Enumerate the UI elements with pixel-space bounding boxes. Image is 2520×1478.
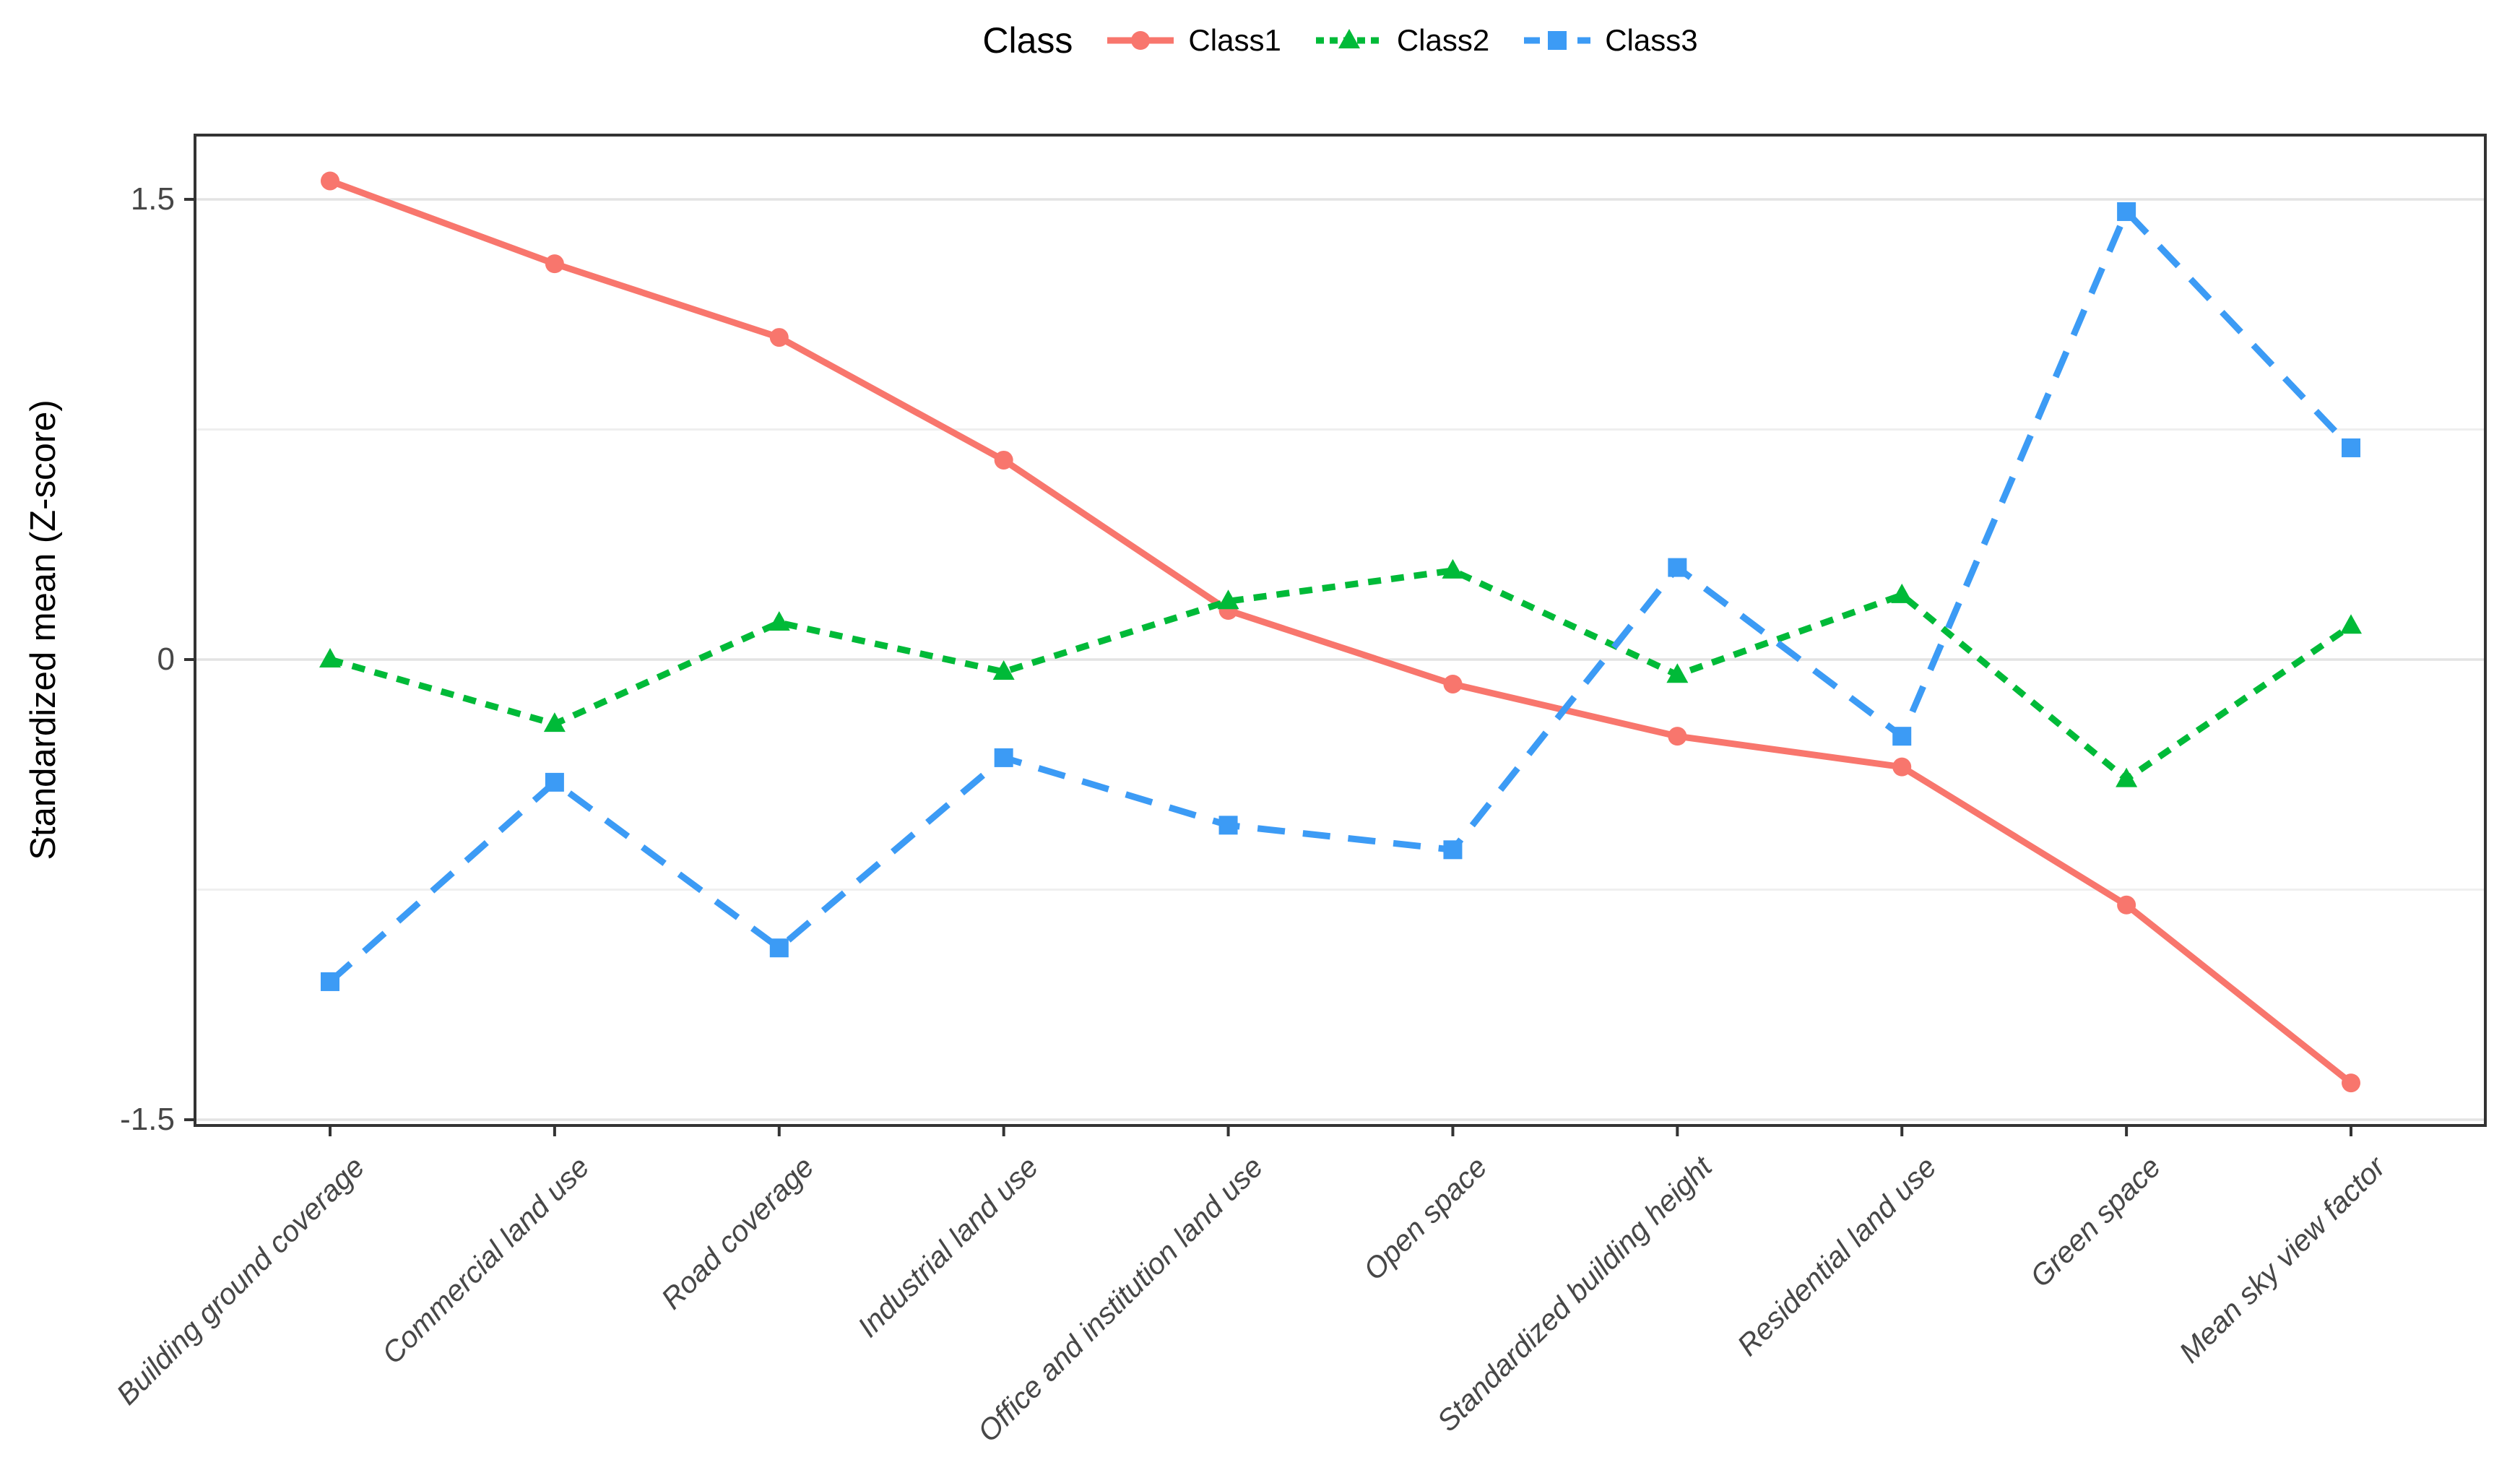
square-marker: [545, 772, 564, 792]
series-points-class3: [321, 202, 2361, 991]
series-line-class3: [328, 205, 2354, 985]
triangle-marker: [1338, 29, 1360, 48]
axis-ticks: [184, 197, 2353, 1136]
circle-marker: [2117, 895, 2136, 915]
series-line-class2: [329, 567, 2353, 784]
triangle-marker: [1217, 589, 1239, 610]
square-marker: [994, 748, 1013, 767]
y-tick-label: 1.5: [130, 181, 175, 217]
square-marker: [1218, 816, 1238, 835]
triangle-marker: [1666, 663, 1689, 683]
square-marker: [321, 972, 339, 991]
triangle-marker: [768, 611, 790, 631]
y-tick-label: -1.5: [120, 1102, 175, 1138]
square-marker: [2117, 202, 2136, 221]
square-marker: [1892, 727, 1912, 746]
circle-marker: [321, 171, 339, 191]
circle-marker: [994, 450, 1013, 470]
legend-label: Class3: [1605, 23, 1698, 57]
circle-marker: [769, 328, 789, 347]
legend: Class Class1 Class2 Class3: [195, 12, 2485, 69]
circle-marker: [545, 254, 564, 274]
square-marker: [1668, 558, 1687, 577]
series-points-class1: [321, 171, 2361, 1093]
triangle-marker: [992, 660, 1015, 680]
triangle-marker: [319, 648, 341, 667]
triangle-marker: [1442, 558, 1464, 579]
circle-marker: [1892, 757, 1912, 777]
square-marker: [769, 938, 789, 958]
square-marker: [1443, 840, 1463, 860]
plot-panel-border: [194, 134, 2487, 1127]
circle-marker: [1668, 727, 1687, 746]
triangle-marker: [543, 712, 566, 732]
series-line-class1: [329, 178, 2353, 1086]
circle-marker: [1443, 674, 1463, 693]
legend-item-class3: Class3: [1521, 23, 1698, 58]
square-legend-key-icon: [1524, 31, 1591, 50]
triangle-marker: [2340, 614, 2363, 634]
square-marker: [2342, 438, 2361, 457]
legend-item-class2: Class2: [1313, 23, 1489, 58]
series-points-class2: [319, 558, 2363, 787]
triangle-marker: [1891, 583, 1913, 603]
y-tick-label: 0: [157, 641, 175, 677]
triangle-marker: [2116, 767, 2138, 787]
circle-marker: [2342, 1073, 2361, 1093]
circle-marker: [1131, 31, 1151, 50]
legend-item-class1: Class1: [1104, 23, 1281, 58]
triangle-legend-key-icon: [1315, 29, 1382, 48]
legend-title: Class: [982, 20, 1073, 61]
square-marker: [1548, 31, 1567, 50]
circle-legend-key-icon: [1107, 31, 1174, 50]
gridlines-major: [195, 198, 2485, 1121]
legend-label: Class1: [1188, 23, 1281, 57]
legend-label: Class2: [1396, 23, 1490, 57]
